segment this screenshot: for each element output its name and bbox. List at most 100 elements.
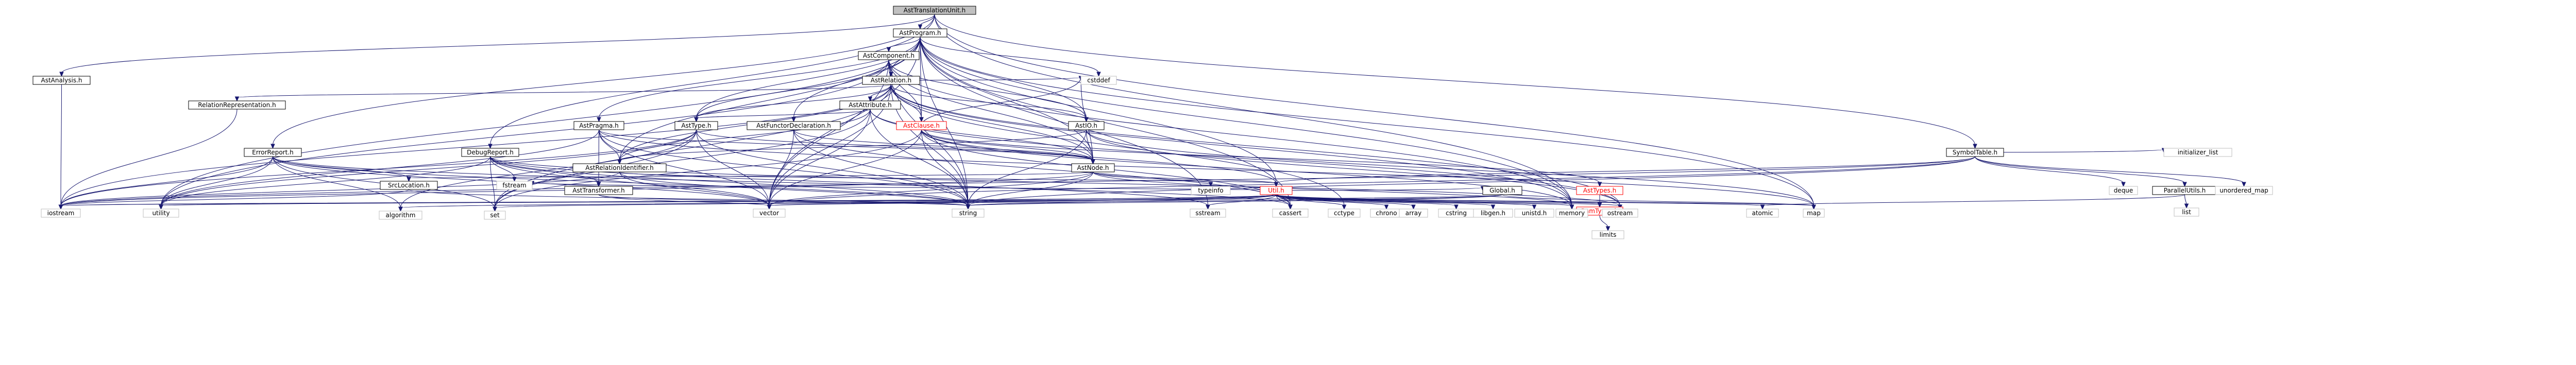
node-astnode-h[interactable]: AstNode.h [1071, 163, 1115, 172]
node-box [484, 211, 506, 220]
node-sstream: sstream [1190, 208, 1226, 218]
node-asttransformer-h[interactable]: AstTransformer.h [564, 186, 633, 195]
node-label: AstRelationIdentifier.h [585, 164, 653, 171]
node-srclocation-h[interactable]: SrcLocation.h [380, 181, 438, 190]
node-atomic: atomic [1746, 208, 1779, 218]
node-label: AstComponent.h [863, 52, 914, 59]
node-ostream: ostream [1602, 208, 1638, 218]
node-box [2174, 207, 2199, 217]
node-asttranslationunit-h[interactable]: AstTranslationUnit.h [893, 6, 976, 15]
node-label: array [1405, 210, 1421, 217]
edge-arrowhead [406, 177, 411, 182]
node-asttypes-h[interactable]: AstTypes.h [1576, 186, 1623, 195]
edge-debugreport-h-to-utility [161, 156, 490, 206]
edge-errorreport-h-to-utility [161, 156, 273, 206]
node-vector: vector [753, 208, 786, 218]
node-relationrepresentation-h[interactable]: RelationRepresentation.h [188, 100, 286, 110]
node-box [952, 208, 985, 218]
node-asttype-h[interactable]: AstType.h [674, 121, 718, 130]
node-label: AstTransformer.h [572, 187, 625, 194]
edge-astpragma-h-to-utility [161, 129, 599, 206]
edge-astfunctordeclaration-h-to-vector [769, 129, 794, 206]
node-cctype: cctype [1328, 208, 1361, 218]
edge-astprogram-h-to-sstream [920, 37, 1208, 206]
node-debugreport-h[interactable]: DebugReport.h [461, 148, 519, 157]
node-astcomponent-h[interactable]: AstComponent.h [858, 51, 920, 60]
node-box [564, 186, 633, 195]
node-astclause-h[interactable]: AstClause.h [896, 121, 947, 130]
node-astpragma-h[interactable]: AstPragma.h [573, 121, 624, 130]
edge-global-h-to-vector [769, 194, 1503, 206]
edge-debugreport-h-to-ostream [490, 156, 1620, 206]
node-astanalysis-h[interactable]: AstAnalysis.h [32, 76, 91, 85]
node-label: ParallelUtils.h [2164, 187, 2206, 194]
edge-arrowhead [1206, 204, 1210, 210]
node-symboltable-h[interactable]: SymbolTable.h [1946, 148, 2004, 157]
node-algorithm: algorithm [379, 211, 422, 220]
node-box [1272, 208, 1309, 218]
edge-arrowhead [1384, 204, 1389, 210]
edge-arrowhead [1811, 204, 1816, 210]
node-unordered-map: unordered_map [2215, 186, 2273, 195]
edge-astprogram-h-to-astclause-h [920, 37, 922, 119]
edge-astcomponent-h-to-astio-h [888, 59, 1087, 119]
edge-astcomponent-h-to-utility [161, 59, 889, 206]
edge-asttranslationunit-h-to-memory [934, 14, 1572, 206]
node-util-h[interactable]: Util.h [1260, 186, 1293, 195]
edge-arrowhead [596, 182, 601, 187]
node-box [747, 121, 841, 130]
edge-astpragma-h-to-map [599, 129, 1814, 206]
edge-astpragma-h-to-vector [599, 129, 770, 206]
edge-arrowhead [1490, 204, 1496, 210]
edge-debugreport-h-to-string [490, 156, 969, 206]
node-errorreport-h[interactable]: ErrorReport.h [244, 148, 302, 157]
node-label: Global.h [1489, 187, 1515, 194]
node-parallelutils-h[interactable]: ParallelUtils.h [2152, 186, 2217, 195]
node-box [573, 121, 624, 130]
node-box [461, 148, 519, 157]
node-astrelationidentifier-h[interactable]: AstRelationIdentifier.h [572, 163, 667, 172]
node-label: AstRelation.h [871, 77, 911, 84]
edge-astrelationidentifier-h-to-util-h [619, 171, 1277, 184]
node-global-h[interactable]: Global.h [1482, 186, 1522, 195]
edge-astattribute-h-to-astrelationidentifier-h [619, 109, 871, 161]
edge-arrowhead [488, 144, 493, 149]
node-box [1473, 208, 1513, 218]
node-memory: memory [1555, 208, 1588, 218]
edge-asttype-h-to-vector [696, 129, 770, 206]
edge-symboltable-h-to-deque [1975, 156, 2124, 184]
node-unistd-h: unistd.h [1514, 208, 1554, 218]
node-box [1080, 76, 1117, 85]
node-label: ErrorReport.h [252, 149, 293, 156]
node-box [2109, 186, 2138, 195]
node-astprogram-h[interactable]: AstProgram.h [893, 28, 947, 38]
edge-arrowhead [886, 47, 891, 53]
edge-arrowhead [1096, 72, 1101, 77]
edge-arrowhead [1454, 204, 1459, 210]
node-label: memory [1559, 210, 1585, 217]
node-box [2163, 148, 2232, 157]
edge-debugreport-h-to-vector [490, 156, 770, 206]
node-astattribute-h[interactable]: AstAttribute.h [839, 100, 901, 110]
edge-util-h-to-cctype [1276, 194, 1345, 206]
node-fstream: fstream [496, 181, 533, 190]
node-utility: utility [143, 208, 179, 218]
edge-astclause-h-to-string [921, 129, 969, 206]
node-astio-h[interactable]: AstIO.h [1068, 121, 1105, 130]
edge-astclause-h-to-util-h [921, 129, 1277, 184]
node-label: sstream [1195, 210, 1220, 217]
node-map: map [1803, 208, 1825, 218]
edge-astpragma-h-to-string [599, 129, 969, 206]
edge-arrowhead [1288, 204, 1293, 210]
node-label: DebugReport.h [467, 149, 514, 156]
node-label: iostream [47, 210, 75, 217]
node-box [244, 148, 302, 157]
node-label: libgen.h [1481, 210, 1505, 217]
edge-astrelation-h-to-memory [891, 84, 1572, 206]
edge-astrelation-h-to-set [495, 84, 891, 208]
node-astrelation-h[interactable]: AstRelation.h [862, 76, 920, 85]
node-astfunctordeclaration-h[interactable]: AstFunctorDeclaration.h [747, 121, 841, 130]
node-box [753, 208, 786, 218]
node-deque: deque [2109, 186, 2138, 195]
edges-layer [58, 14, 2246, 232]
